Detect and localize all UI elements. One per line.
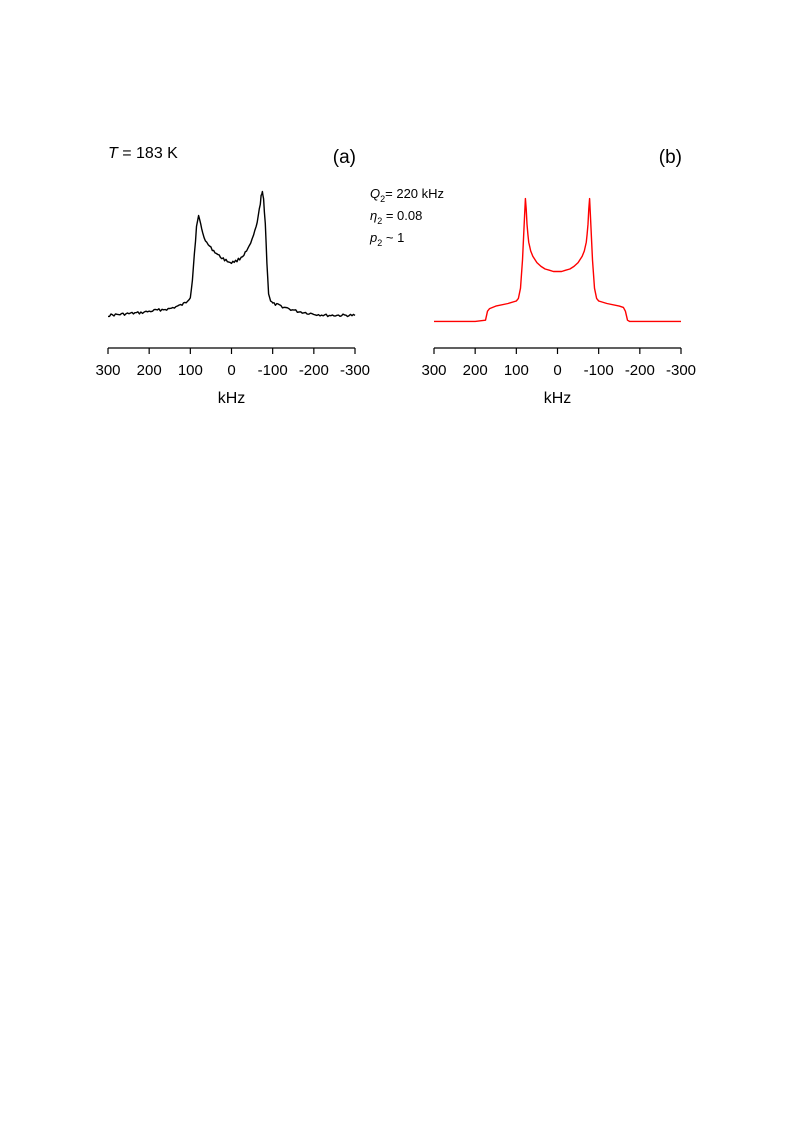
temperature-symbol: T bbox=[108, 145, 119, 162]
parameter-subscript: 2 bbox=[377, 216, 382, 226]
x-tick-label: 0 bbox=[227, 362, 235, 379]
x-tick-label: 200 bbox=[137, 362, 162, 379]
x-tick-label: -200 bbox=[299, 362, 329, 379]
parameter-value: ~ 1 bbox=[382, 230, 404, 245]
parameter-subscript: 2 bbox=[377, 238, 382, 248]
parameter-symbol: η bbox=[370, 208, 377, 223]
panel-label: (b) bbox=[659, 147, 682, 168]
x-tick-label: 100 bbox=[504, 362, 529, 379]
panel-a: 300 200 100 0 -100 -200 -300 kHz (a) T = 183 K bbox=[95, 145, 370, 407]
x-axis-title: kHz bbox=[218, 390, 246, 407]
x-tick-label: 300 bbox=[95, 362, 120, 379]
x-tick-label: -100 bbox=[258, 362, 288, 379]
x-tick-label: -300 bbox=[340, 362, 370, 379]
x-tick-label: -300 bbox=[666, 362, 696, 379]
x-tick-label: -200 bbox=[625, 362, 655, 379]
x-tick-label: -100 bbox=[584, 362, 614, 379]
parameter-symbol: p bbox=[369, 230, 377, 245]
temperature-value: = 183 K bbox=[118, 145, 178, 162]
x-tick-label: 300 bbox=[421, 362, 446, 379]
panel-label: (a) bbox=[333, 147, 356, 168]
fit-parameter: p2 ~ 1 bbox=[369, 230, 404, 248]
series-line bbox=[434, 197, 681, 323]
parameter-subscript: 2 bbox=[380, 194, 385, 204]
parameter-value: = 0.08 bbox=[382, 208, 422, 223]
x-tick-label: 0 bbox=[553, 362, 561, 379]
temperature-label: T = 183 K bbox=[108, 145, 178, 162]
x-tick-label: 100 bbox=[178, 362, 203, 379]
fit-parameter: Q2= 220 kHz bbox=[370, 186, 444, 204]
x-tick-label: 200 bbox=[463, 362, 488, 379]
parameter-symbol: Q bbox=[370, 186, 380, 201]
x-axis-title: kHz bbox=[544, 390, 572, 407]
parameter-value: = 220 kHz bbox=[385, 186, 444, 201]
series-line bbox=[108, 190, 356, 318]
fit-parameter: η2 = 0.08 bbox=[370, 208, 422, 226]
